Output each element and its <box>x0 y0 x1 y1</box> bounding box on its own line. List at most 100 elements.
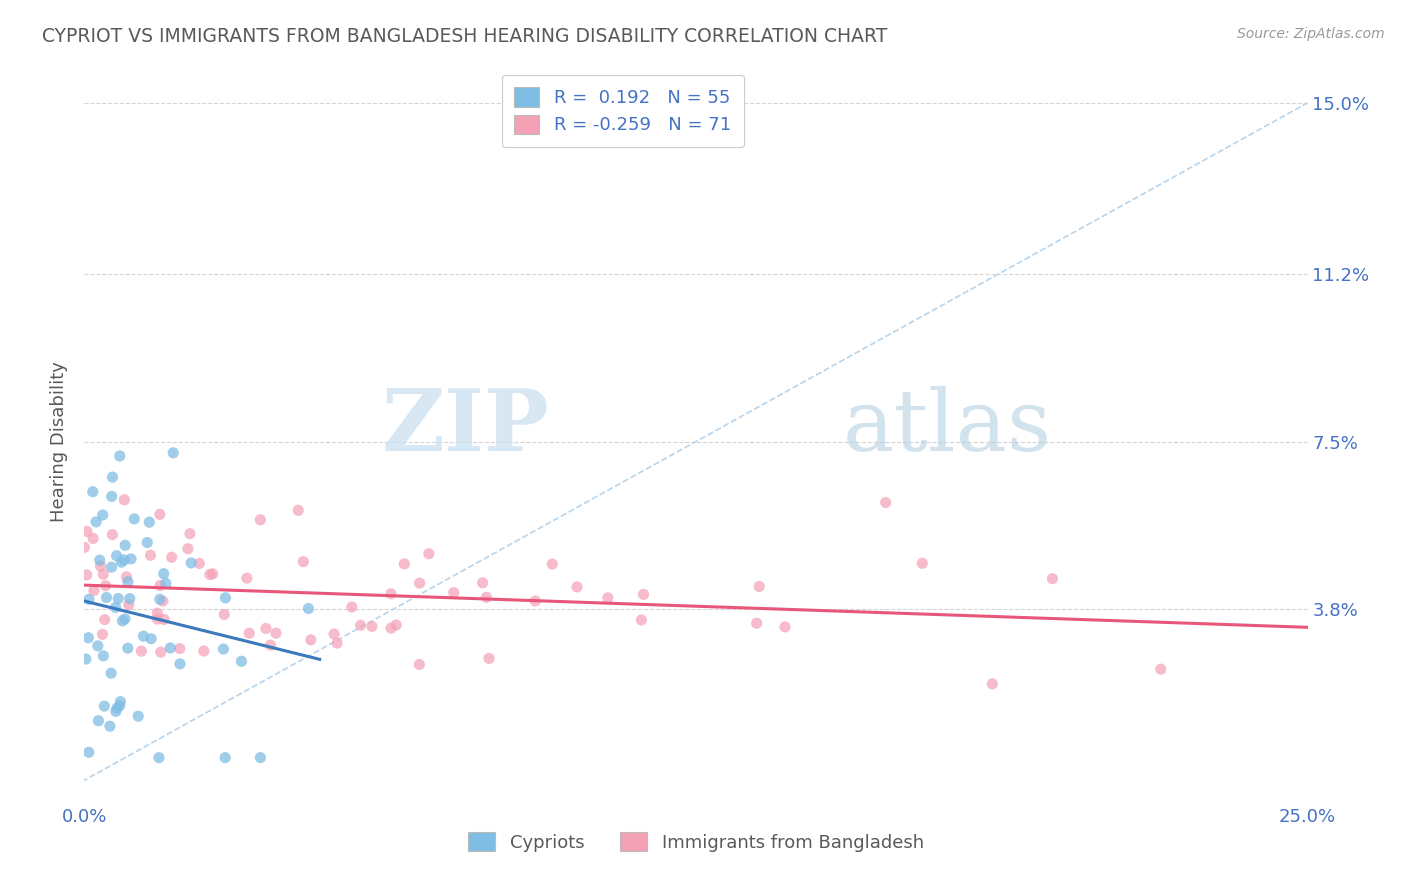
Point <box>139 632 162 646</box>
Point <box>105 549 128 563</box>
Point <box>201 566 224 581</box>
Point <box>77 592 100 607</box>
Point <box>380 621 402 635</box>
Point <box>214 591 236 605</box>
Point <box>180 556 202 570</box>
Point <box>287 503 309 517</box>
Point <box>110 555 132 569</box>
Point <box>340 600 363 615</box>
Point <box>292 555 315 569</box>
Point <box>108 698 131 713</box>
Point <box>108 449 131 463</box>
Point <box>120 552 142 566</box>
Point <box>299 632 322 647</box>
Point <box>149 508 172 522</box>
Point <box>146 612 169 626</box>
Point <box>152 566 174 581</box>
Point <box>76 568 98 582</box>
Point <box>96 591 118 605</box>
Point <box>149 592 172 607</box>
Point <box>100 666 122 681</box>
Point <box>84 515 107 529</box>
Point <box>349 618 371 632</box>
Point <box>101 527 124 541</box>
Point <box>148 750 170 764</box>
Point <box>82 484 104 499</box>
Point <box>326 636 349 650</box>
Point <box>212 607 235 622</box>
Point <box>159 640 181 655</box>
Point <box>565 580 588 594</box>
Point <box>259 638 281 652</box>
Point <box>179 526 201 541</box>
Point <box>110 695 132 709</box>
Point <box>87 714 110 728</box>
Point <box>177 541 200 556</box>
Point <box>94 579 117 593</box>
Point <box>149 578 172 592</box>
Point <box>122 512 145 526</box>
Point <box>162 446 184 460</box>
Point <box>83 583 105 598</box>
Point <box>1042 572 1064 586</box>
Point <box>214 750 236 764</box>
Point <box>264 626 287 640</box>
Point <box>93 613 115 627</box>
Point <box>87 639 110 653</box>
Point <box>139 549 162 563</box>
Point <box>138 515 160 529</box>
Point <box>82 532 104 546</box>
Point <box>360 619 382 633</box>
Point <box>212 642 235 657</box>
Point <box>169 641 191 656</box>
Point <box>117 641 139 656</box>
Point <box>105 701 128 715</box>
Point <box>198 567 221 582</box>
Text: atlas: atlas <box>842 385 1052 468</box>
Point <box>773 620 796 634</box>
Point <box>630 613 652 627</box>
Point <box>160 550 183 565</box>
Point <box>112 492 135 507</box>
Point <box>91 567 114 582</box>
Point <box>249 750 271 764</box>
Point <box>114 538 136 552</box>
Point <box>443 585 465 599</box>
Point <box>152 594 174 608</box>
Text: Source: ZipAtlas.com: Source: ZipAtlas.com <box>1237 27 1385 41</box>
Point <box>911 556 934 570</box>
Point <box>478 651 501 665</box>
Point <box>91 648 114 663</box>
Point <box>77 745 100 759</box>
Point <box>77 631 100 645</box>
Point <box>101 470 124 484</box>
Point <box>475 591 498 605</box>
Point <box>236 571 259 585</box>
Point <box>118 591 141 606</box>
Point <box>149 645 172 659</box>
Point <box>524 594 547 608</box>
Point <box>115 570 138 584</box>
Y-axis label: Hearing Disability: Hearing Disability <box>49 361 67 522</box>
Point <box>107 591 129 606</box>
Point <box>385 618 408 632</box>
Point <box>596 591 619 605</box>
Point <box>748 579 770 593</box>
Point <box>254 622 277 636</box>
Point <box>111 614 134 628</box>
Point <box>100 560 122 574</box>
Point <box>104 600 127 615</box>
Point <box>75 652 97 666</box>
Point <box>981 677 1004 691</box>
Point <box>100 490 122 504</box>
Point <box>1150 662 1173 676</box>
Point <box>745 616 768 631</box>
Point <box>408 657 430 672</box>
Point <box>153 612 176 626</box>
Text: CYPRIOT VS IMMIGRANTS FROM BANGLADESH HEARING DISABILITY CORRELATION CHART: CYPRIOT VS IMMIGRANTS FROM BANGLADESH HE… <box>42 27 887 45</box>
Point <box>118 598 141 612</box>
Point <box>131 644 153 658</box>
Point <box>249 513 271 527</box>
Point <box>127 709 149 723</box>
Point <box>104 704 127 718</box>
